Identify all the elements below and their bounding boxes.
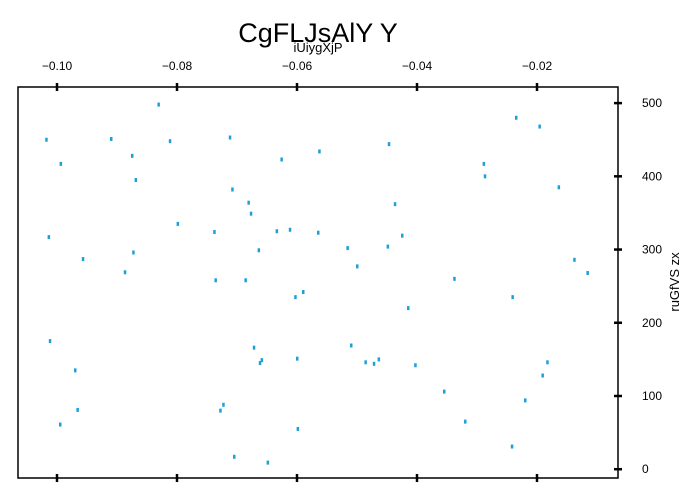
data-point (414, 363, 417, 368)
data-point (47, 235, 51, 240)
y-axis-label: ruGfVS zx (667, 252, 682, 312)
data-point (45, 137, 48, 142)
data-point (219, 408, 222, 413)
data-point (317, 230, 320, 235)
plot-area-frame (17, 86, 619, 479)
data-point (372, 361, 376, 366)
x-axis-ticks: −0.10 −0.08 −0.06 −0.04 −0.02 (42, 59, 553, 482)
data-point (59, 161, 63, 166)
data-point (231, 187, 234, 192)
y-tick-label: 100 (642, 389, 662, 403)
data-point (346, 246, 349, 251)
data-point (131, 153, 134, 158)
data-point (176, 221, 180, 226)
data-point (213, 229, 216, 234)
data-point (515, 115, 518, 120)
data-point (59, 422, 62, 427)
data-point (48, 339, 52, 344)
data-point (393, 202, 397, 207)
data-point (76, 407, 79, 412)
data-point (266, 460, 270, 465)
data-point (510, 444, 514, 449)
data-point (249, 211, 253, 216)
chart-title: CgFLJsAlY Y (238, 18, 398, 48)
data-point (377, 357, 381, 362)
data-point (132, 250, 135, 255)
data-point (275, 229, 279, 234)
y-axis-ticks: 0 100 200 300 400 500 (614, 96, 662, 476)
x-tick-label: −0.08 (162, 59, 193, 73)
data-point (541, 373, 544, 378)
data-point (407, 306, 410, 311)
data-point (244, 278, 247, 283)
data-point (288, 227, 292, 232)
y-tick-label: 400 (642, 169, 662, 183)
data-point (511, 295, 514, 300)
data-point (557, 185, 561, 190)
data-point (386, 244, 390, 249)
data-point (464, 419, 467, 424)
data-point (443, 389, 446, 394)
data-point (318, 149, 321, 154)
data-point (81, 257, 85, 262)
data-point (134, 177, 138, 182)
y-tick-label: 0 (642, 462, 649, 476)
data-point (296, 426, 300, 431)
data-point (483, 174, 487, 179)
data-point (296, 356, 299, 361)
data-point (222, 402, 225, 407)
x-tick-label: −0.06 (282, 59, 313, 73)
data-point (538, 124, 541, 129)
data-point (453, 276, 456, 281)
data-point (302, 290, 305, 295)
data-point (214, 278, 217, 283)
data-point (123, 270, 127, 275)
data-points (45, 102, 589, 465)
data-point (350, 343, 353, 348)
x-tick-label: −0.04 (402, 59, 433, 73)
data-point (573, 257, 576, 262)
x-axis-label: iUiygXjP (293, 40, 342, 55)
data-point (482, 161, 486, 166)
data-point (252, 345, 256, 350)
data-point (524, 398, 527, 403)
data-point (387, 142, 391, 147)
data-point (257, 248, 261, 253)
x-tick-label: −0.02 (522, 59, 553, 73)
data-point (401, 233, 404, 238)
y-tick-label: 500 (642, 96, 662, 110)
data-point (280, 157, 283, 162)
data-point (586, 270, 589, 275)
data-point (260, 358, 264, 363)
data-point (74, 368, 77, 373)
x-tick-label: −0.10 (42, 59, 73, 73)
y-tick-label: 200 (642, 316, 662, 330)
data-point (247, 200, 250, 205)
data-point (233, 454, 236, 459)
data-point (356, 264, 359, 269)
y-tick-label: 300 (642, 243, 662, 257)
data-point (546, 360, 549, 365)
data-point (157, 102, 160, 107)
data-point (364, 360, 367, 365)
data-point (228, 135, 232, 140)
data-point (110, 136, 113, 141)
data-point (168, 139, 172, 144)
data-point (258, 361, 262, 366)
data-point (294, 295, 297, 300)
